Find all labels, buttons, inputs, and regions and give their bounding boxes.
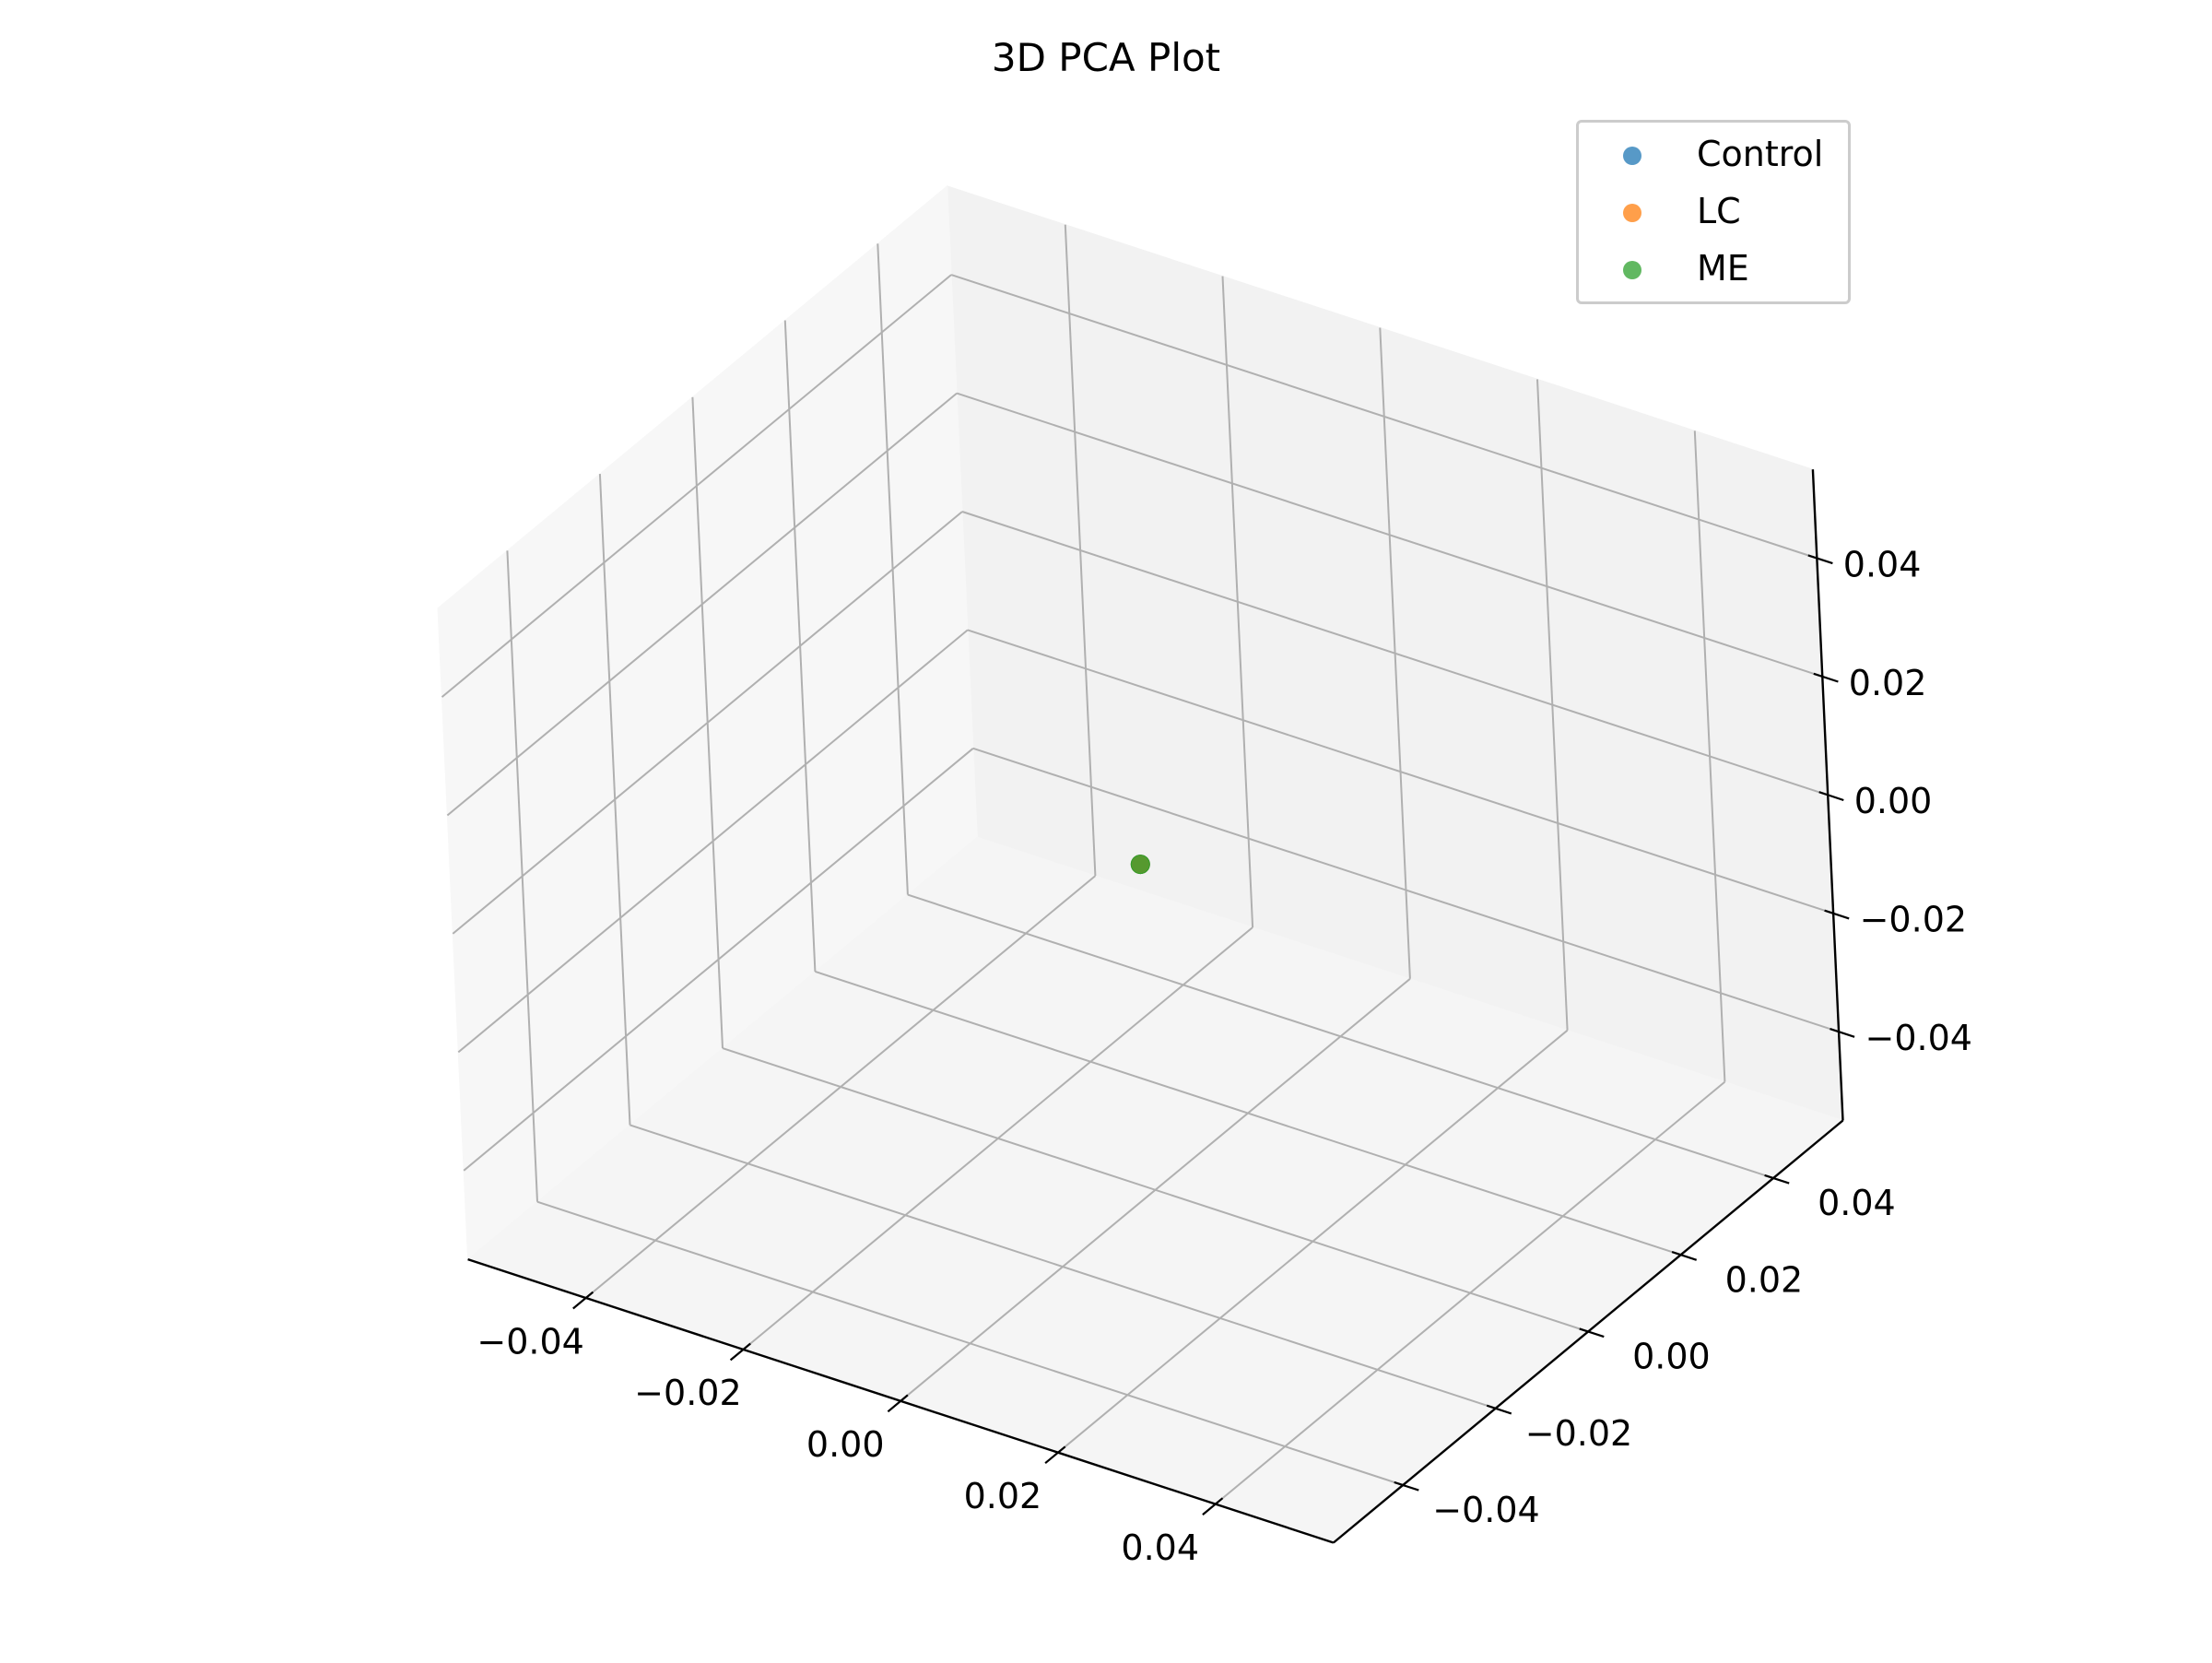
gridline-y-floor (815, 970, 1681, 1256)
legend-label-lc: LC (1697, 191, 1741, 231)
legend-marker-lc (1623, 204, 1641, 222)
legend-marker-control (1623, 147, 1641, 165)
x-tick-1-tick (729, 1342, 751, 1362)
z-tick-3-tick (1813, 672, 1839, 683)
tick-labels: −0.04−0.04−0.04−0.02−0.02−0.020.000.000.… (477, 544, 1972, 1568)
x-tick-0-label: −0.04 (477, 1321, 583, 1362)
y-tick-3-label: 0.02 (1725, 1259, 1804, 1300)
gridline-x-back (1536, 379, 1569, 1031)
legend: Control LC ME (1576, 120, 1851, 304)
x-tick-2-tick (887, 1394, 909, 1413)
gridlines (441, 224, 1840, 1505)
gridline-z-back (956, 392, 1823, 678)
gridline-y-floor (722, 1047, 1589, 1333)
gridline-z-back (961, 511, 1829, 796)
x-tick-4-tick (1202, 1497, 1224, 1516)
y-tick-3-tick (1671, 1251, 1698, 1261)
y-tick-1-label: −0.02 (1525, 1413, 1632, 1454)
z-tick-0-tick (1830, 1028, 1855, 1038)
legend-item-me: ME (1579, 242, 1848, 298)
z-tick-4-tick (1807, 554, 1833, 565)
legend-label-me: ME (1697, 248, 1749, 289)
z-tick-1-tick (1824, 909, 1850, 920)
y-tick-1-tick (1486, 1404, 1512, 1415)
y-tick-2-label: 0.00 (1632, 1337, 1711, 1377)
y-tick-0-label: −0.04 (1432, 1490, 1539, 1530)
z-tick-1-label: −0.02 (1860, 900, 1967, 940)
y-tick-2-tick (1579, 1327, 1605, 1339)
y-tick-4-tick (1764, 1174, 1790, 1185)
gridline-x-back (1693, 430, 1726, 1082)
z-tick-2-tick (1818, 791, 1844, 802)
x-tick-1-label: −0.02 (634, 1373, 741, 1413)
z-tick-2-label: 0.00 (1854, 781, 1933, 821)
y-tick-4-label: 0.04 (1818, 1183, 1896, 1223)
tick-marks (572, 554, 1855, 1516)
legend-item-control: Control (1579, 128, 1848, 183)
x-tick-2-label: 0.00 (806, 1424, 885, 1465)
gridline-z-left (452, 511, 963, 935)
chart-title: 3D PCA Plot (991, 35, 1221, 80)
data-points (1130, 855, 1150, 875)
data-point-me-0 (1130, 855, 1150, 875)
legend-item-lc: LC (1579, 185, 1848, 241)
gridline-y-floor (907, 893, 1774, 1179)
x-tick-3-label: 0.02 (964, 1476, 1042, 1516)
y-tick-0-tick (1394, 1480, 1419, 1492)
gridline-y-left (877, 243, 909, 895)
gridline-y-left (783, 320, 817, 972)
z-tick-0-label: −0.04 (1865, 1018, 1972, 1058)
legend-marker-me (1623, 261, 1641, 279)
gridline-x-floor (1215, 1080, 1726, 1505)
z-tick-3-label: 0.02 (1849, 663, 1927, 703)
x-tick-4-label: 0.04 (1121, 1527, 1199, 1568)
legend-label-control: Control (1697, 134, 1824, 174)
gridline-z-left (441, 274, 952, 698)
gridline-z-back (950, 274, 1818, 560)
gridline-z-left (446, 392, 958, 817)
x-tick-3-tick (1044, 1445, 1066, 1465)
x-tick-0-tick (572, 1291, 594, 1310)
gridline-x-floor (1057, 1029, 1569, 1454)
z-tick-4-label: 0.04 (1843, 544, 1922, 584)
